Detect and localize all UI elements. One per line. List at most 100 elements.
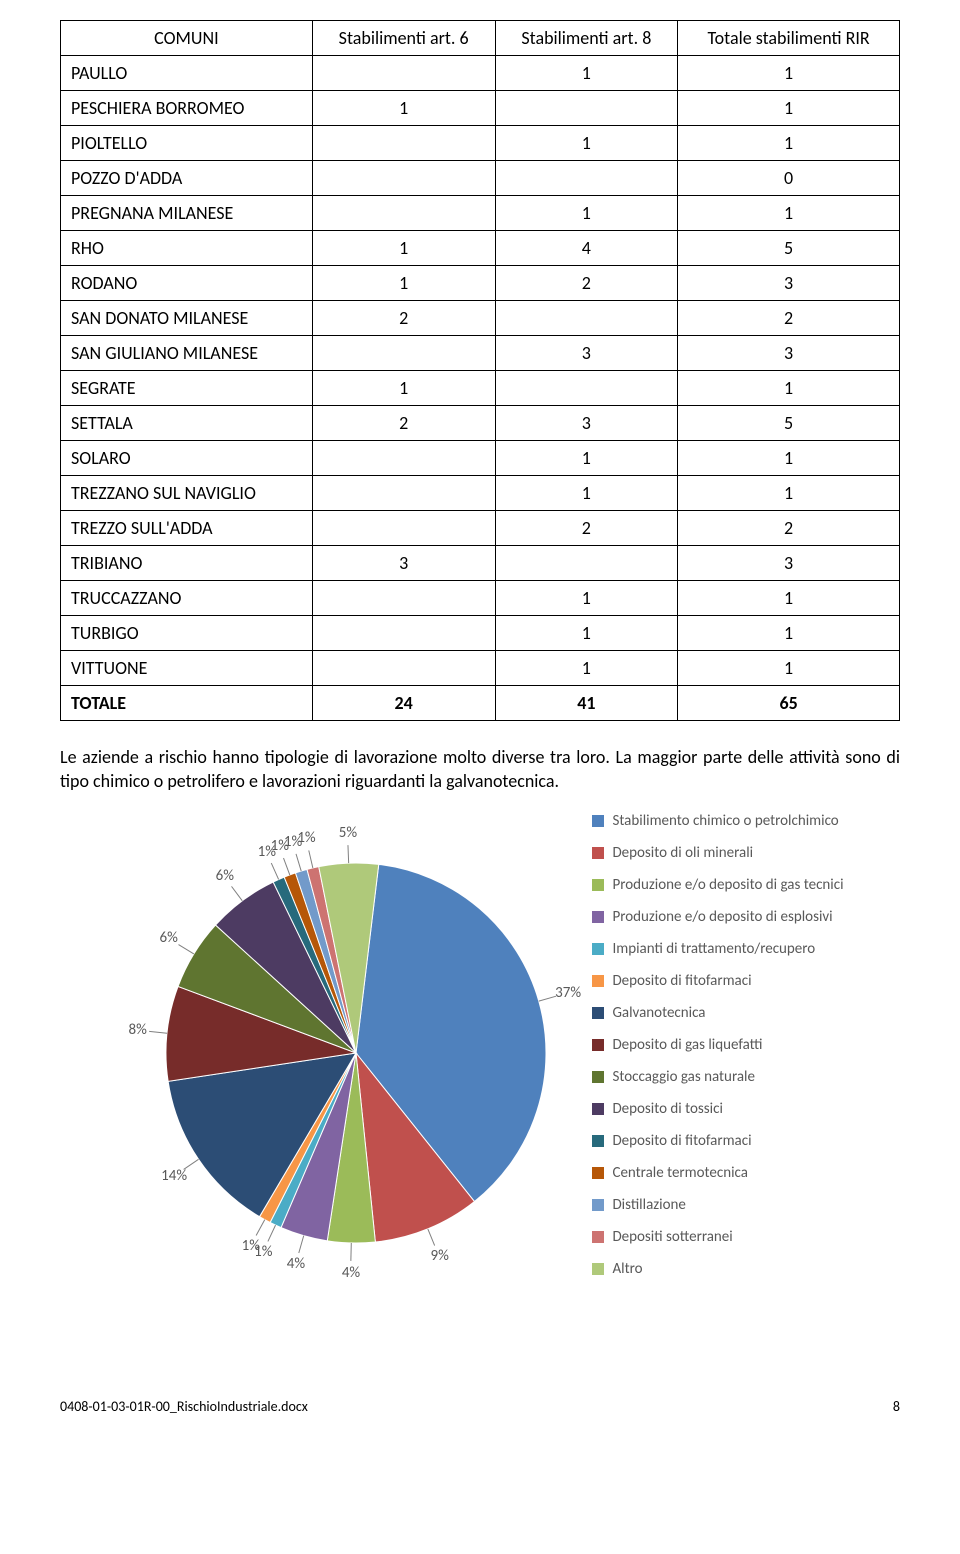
cell-comune: SEGRATE (61, 371, 313, 406)
pie-percent-label: 4% (287, 1255, 305, 1273)
cell-totale: 5 (678, 406, 900, 441)
legend-swatch (592, 1103, 604, 1115)
legend-label: Stabilimento chimico o petrolchimico (612, 812, 838, 830)
legend-label: Deposito di fitofarmaci (612, 972, 751, 990)
legend-item: Stabilimento chimico o petrolchimico (592, 812, 843, 830)
cell-comune: SOLARO (61, 441, 313, 476)
stabilimenti-table: COMUNI Stabilimenti art. 6 Stabilimenti … (60, 20, 900, 721)
cell-comune: TREZZANO SUL NAVIGLIO (61, 476, 313, 511)
table-row: RHO145 (61, 231, 900, 266)
pie-percent-label: 14% (161, 1167, 187, 1185)
legend-item: Distillazione (592, 1196, 843, 1214)
cell-totale: 1 (678, 441, 900, 476)
cell-art6 (312, 511, 495, 546)
pie-legend: Stabilimento chimico o petrolchimico Depo… (592, 808, 843, 1278)
legend-item: Centrale termotecnica (592, 1164, 843, 1182)
leader-line (428, 1228, 435, 1245)
legend-swatch (592, 975, 604, 987)
pie-percent-label: 1% (242, 1237, 260, 1255)
cell-total-art6: 24 (312, 686, 495, 721)
cell-totale: 3 (678, 546, 900, 581)
pie-percent-label: 4% (342, 1264, 360, 1282)
legend-swatch (592, 1135, 604, 1147)
leader-line (299, 1235, 304, 1252)
legend-item: Galvanotecnica (592, 1004, 843, 1022)
leader-line (348, 845, 349, 863)
col-comuni: COMUNI (61, 21, 313, 56)
legend-item: Altro (592, 1260, 843, 1278)
cell-art8 (495, 161, 678, 196)
cell-art6 (312, 651, 495, 686)
leader-line (539, 996, 556, 1001)
leader-line (272, 863, 279, 879)
legend-item: Depositi sotterranei (592, 1228, 843, 1246)
cell-comune: RODANO (61, 266, 313, 301)
legend-label: Galvanotecnica (612, 1004, 705, 1022)
cell-comune: SETTALA (61, 406, 313, 441)
leader-line (309, 850, 313, 868)
pie-svg (116, 808, 576, 1268)
leader-line (296, 853, 301, 870)
cell-totale: 1 (678, 651, 900, 686)
cell-art6: 1 (312, 91, 495, 126)
cell-totale: 1 (678, 371, 900, 406)
cell-totale: 3 (678, 336, 900, 371)
cell-art8 (495, 91, 678, 126)
legend-swatch (592, 911, 604, 923)
legend-label: Deposito di tossici (612, 1100, 722, 1118)
cell-art8: 2 (495, 511, 678, 546)
cell-total-totale: 65 (678, 686, 900, 721)
table-row: PIOLTELLO11 (61, 126, 900, 161)
cell-art6 (312, 441, 495, 476)
cell-art8: 3 (495, 406, 678, 441)
legend-swatch (592, 1007, 604, 1019)
cell-art6: 2 (312, 301, 495, 336)
cell-totale: 1 (678, 126, 900, 161)
table-row: TRIBIANO33 (61, 546, 900, 581)
table-header-row: COMUNI Stabilimenti art. 6 Stabilimenti … (61, 21, 900, 56)
cell-art6: 1 (312, 266, 495, 301)
legend-label: Deposito di oli minerali (612, 844, 753, 862)
legend-label: Altro (612, 1260, 642, 1278)
cell-totale: 5 (678, 231, 900, 266)
table-row: RODANO123 (61, 266, 900, 301)
cell-art8: 4 (495, 231, 678, 266)
cell-totale: 1 (678, 581, 900, 616)
legend-label: Impianti di trattamento/recupero (612, 940, 815, 958)
cell-totale: 2 (678, 301, 900, 336)
pie-percent-label: 9% (430, 1247, 448, 1265)
cell-art8 (495, 546, 678, 581)
cell-art8: 3 (495, 336, 678, 371)
cell-art6: 1 (312, 371, 495, 406)
cell-art8 (495, 371, 678, 406)
legend-label: Produzione e/o deposito di gas tecnici (612, 876, 843, 894)
legend-label: Depositi sotterranei (612, 1228, 732, 1246)
legend-item: Deposito di fitofarmaci (592, 972, 843, 990)
pie-percent-label: 1% (297, 829, 315, 847)
table-row: SOLARO 11 (61, 441, 900, 476)
legend-item: Deposito di oli minerali (592, 844, 843, 862)
cell-art8: 1 (495, 56, 678, 91)
cell-comune: SAN DONATO MILANESE (61, 301, 313, 336)
legend-swatch (592, 1071, 604, 1083)
cell-comune: TURBIGO (61, 616, 313, 651)
legend-swatch (592, 1167, 604, 1179)
leader-line (257, 1219, 266, 1235)
legend-swatch (592, 943, 604, 955)
footer-filename: 0408-01-03-01R-00_RischioIndustriale.doc… (60, 1398, 308, 1415)
pie-percent-label: 5% (339, 824, 357, 842)
table-row: PESCHIERA BORROMEO11 (61, 91, 900, 126)
cell-art8: 2 (495, 266, 678, 301)
cell-art8: 1 (495, 476, 678, 511)
cell-totale: 2 (678, 511, 900, 546)
cell-comune: TREZZO SULL'ADDA (61, 511, 313, 546)
legend-label: Produzione e/o deposito di esplosivi (612, 908, 832, 926)
cell-art6 (312, 56, 495, 91)
leader-line (232, 886, 243, 900)
cell-comune: PAULLO (61, 56, 313, 91)
cell-comune: TRUCCAZZANO (61, 581, 313, 616)
cell-art8: 1 (495, 441, 678, 476)
cell-art8: 1 (495, 126, 678, 161)
leader-line (268, 1225, 276, 1241)
cell-totale: 1 (678, 196, 900, 231)
